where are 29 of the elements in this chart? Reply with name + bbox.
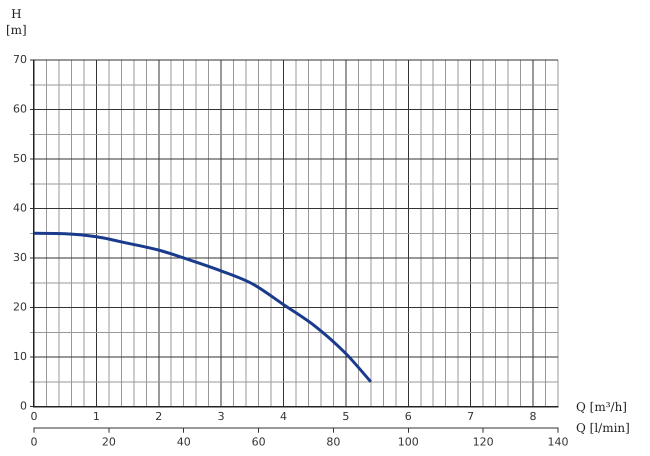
- y-tick-label: 70: [12, 52, 27, 66]
- x-axis-title: Q [m³/h]: [576, 400, 627, 414]
- x2-tick-label: 100: [398, 435, 419, 448]
- y-tick-label: 10: [12, 350, 27, 363]
- x2-tick-label: 0: [30, 435, 38, 448]
- y-tick-label: 60: [12, 102, 27, 116]
- x2-tick-label: 40: [176, 435, 191, 448]
- y-axis-title: H [m]: [6, 6, 27, 38]
- x2-tick-label: 120: [472, 435, 494, 448]
- x2-tick-label: 80: [326, 435, 340, 448]
- y-tick-label: 50: [12, 152, 27, 165]
- x-tick-label: 4: [280, 410, 288, 424]
- x2-tick-label: 20: [102, 435, 116, 448]
- line-series: [34, 232, 372, 384]
- x-tick-label: 2: [155, 410, 162, 424]
- x-tick-label: 6: [404, 410, 412, 424]
- x2-tick-label: 140: [548, 435, 568, 448]
- y-tick-label: 0: [20, 399, 27, 412]
- y-tick-label: 30: [12, 250, 27, 264]
- x-tick-label: 0: [30, 410, 38, 424]
- x-tick-label: 7: [467, 410, 474, 424]
- x-tick-label: 1: [92, 410, 100, 424]
- x-tick-label: 5: [342, 410, 350, 424]
- y-tick-label: 40: [12, 201, 27, 214]
- x2-axis-title: Q [l/min]: [576, 421, 630, 435]
- x-tick-label: 3: [218, 410, 225, 424]
- x2-tick-label: 60: [252, 435, 266, 448]
- y-tick-label: 20: [12, 300, 27, 314]
- x-tick-label: 8: [530, 410, 537, 424]
